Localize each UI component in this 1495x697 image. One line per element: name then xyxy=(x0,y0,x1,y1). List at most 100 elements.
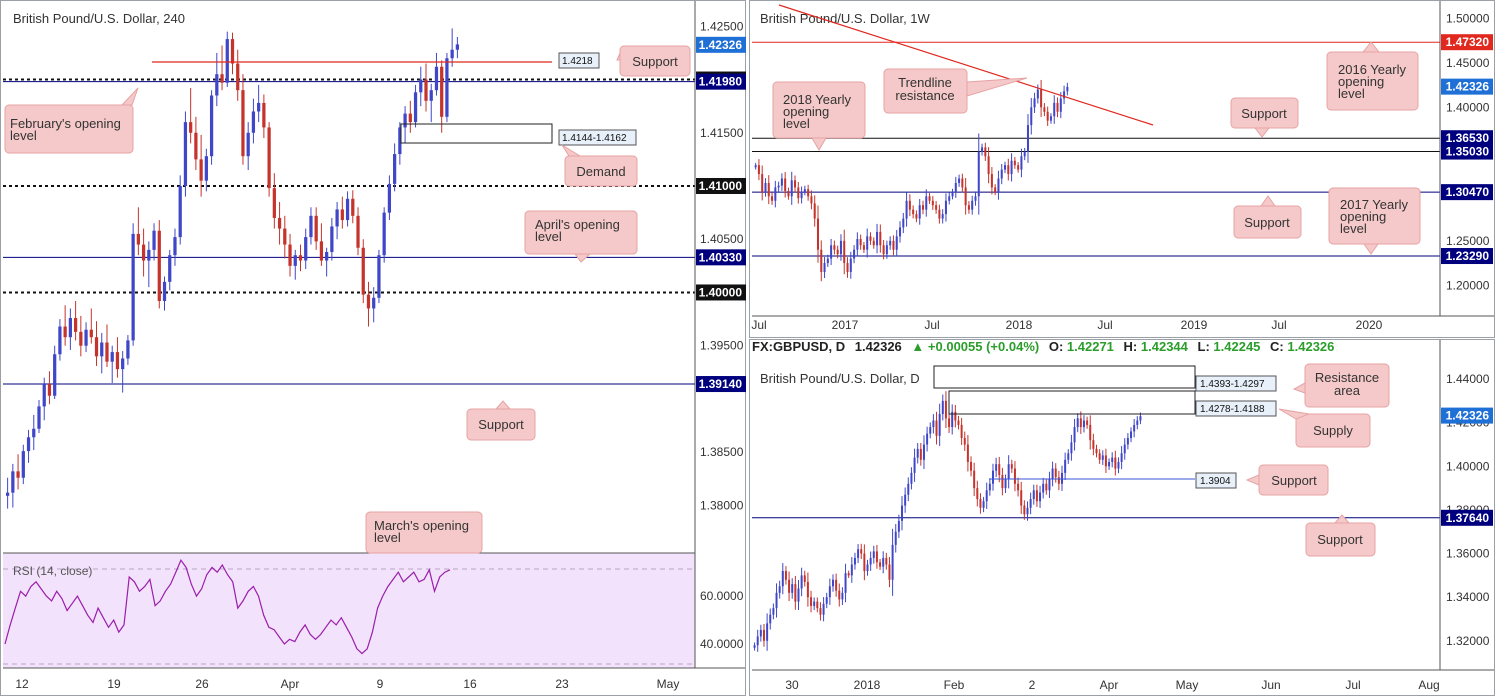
rsi-line xyxy=(4,558,451,655)
callout-supply-text: Supply xyxy=(1313,423,1353,438)
candle-body xyxy=(764,182,767,192)
callout-2017-text-3: level xyxy=(1340,221,1367,236)
candle-body xyxy=(784,571,787,580)
candle-body xyxy=(1123,444,1126,454)
candle-body xyxy=(1139,416,1142,421)
callout-support-mid-text: Support xyxy=(1271,473,1317,488)
candle-body xyxy=(73,318,78,332)
price-tag xyxy=(1441,130,1493,147)
candle-body xyxy=(262,102,266,128)
candle-body xyxy=(769,614,772,624)
callout-2017-text-2: opening xyxy=(1340,209,1386,224)
callout-2016-text: 2016 Yearly xyxy=(1338,62,1406,77)
price-axis-tick: 60.0000 xyxy=(700,589,744,603)
price-tag-label: 1.47320 xyxy=(1446,35,1490,49)
candle-body xyxy=(810,597,813,606)
candle-body xyxy=(941,400,944,414)
candle-body xyxy=(424,79,428,101)
price-tag xyxy=(1441,184,1493,201)
daily-plot-area[interactable] xyxy=(752,391,1440,652)
candle-body xyxy=(1036,89,1039,99)
candle-body xyxy=(910,472,913,484)
daily-l-label: L: xyxy=(1198,339,1210,354)
candle-body xyxy=(813,203,816,219)
candle-body xyxy=(1051,468,1054,480)
time-axis-tick: 2018 xyxy=(1006,318,1033,332)
candle-body xyxy=(1126,437,1129,445)
candle-body xyxy=(757,165,760,175)
weekly-plot-area[interactable] xyxy=(752,41,1440,282)
candle-body xyxy=(793,180,797,188)
candle-body xyxy=(902,218,905,228)
candle-body xyxy=(828,586,831,598)
candle-body xyxy=(960,424,963,438)
daily-low: 1.42245 xyxy=(1213,339,1260,354)
time-axis-tick: Jul xyxy=(751,318,766,332)
candle-body xyxy=(434,66,439,91)
price-tag-label: 1.40330 xyxy=(699,250,743,264)
candle-body xyxy=(1061,472,1064,484)
candle-body xyxy=(988,483,991,491)
daily-close: 1.42326 xyxy=(1287,339,1334,354)
candle-body xyxy=(1039,492,1042,502)
candle-body xyxy=(797,588,800,602)
candle-body xyxy=(822,603,825,615)
resistance-area-zone xyxy=(933,365,1196,389)
candle-body xyxy=(820,249,823,272)
candle-body xyxy=(1023,151,1026,157)
svg-text:FX:GBPUSD, D 1.42326: FX:GBPUSD, D 1.42326 ▲ +0.00055 (+0.04%)… xyxy=(752,339,1334,354)
candle-body xyxy=(813,601,816,606)
candle-body xyxy=(225,39,229,83)
daily-c-label: C: xyxy=(1270,339,1284,354)
h4-price-axis[interactable]: 1.42500 1.41500 1.40500 1.39500 1.38500 1.380… xyxy=(700,19,744,512)
candle-body xyxy=(889,240,892,246)
price-tag xyxy=(696,36,746,53)
callout-april-text: April's opening xyxy=(535,217,620,232)
h4-price-tags: 1.423261.420001.419801.410001.403301.400… xyxy=(696,36,746,393)
candle-body xyxy=(1095,448,1098,454)
daily-time-axis[interactable]: 30 2018 Feb 2 Apr May Jun Jul Aug xyxy=(785,678,1439,692)
candle-body xyxy=(68,318,72,338)
candle-body xyxy=(372,297,376,309)
callout-support-low-text: Support xyxy=(1317,532,1363,547)
candle-body xyxy=(995,464,998,471)
candle-body xyxy=(168,255,172,282)
candle-body xyxy=(204,156,208,181)
weekly-time-axis[interactable]: Jul 2017 Jul 2018 Jul 2019 Jul 2020 xyxy=(751,318,1382,332)
supply-label: 1.4278-1.4188 xyxy=(1200,404,1265,415)
candle-body xyxy=(849,258,852,272)
candle-body xyxy=(1136,420,1139,425)
candle-body xyxy=(816,601,819,609)
daily-change: ▲ +0.00055 (+0.04%) xyxy=(911,339,1039,354)
candle-body xyxy=(246,132,250,157)
weekly-price-axis[interactable]: 1.50000 1.45000 1.40000 1.25000 1.20000 xyxy=(1446,11,1490,292)
weekly-chart-title: British Pound/U.S. Dollar, 1W xyxy=(760,11,931,26)
h4-time-axis[interactable]: 12 19 26 Apr 9 16 23 May xyxy=(15,677,679,691)
daily-high: 1.42344 xyxy=(1141,339,1189,354)
callout-support-2-text: Support xyxy=(1244,215,1290,230)
candle-body xyxy=(830,245,833,259)
candle-body xyxy=(1070,442,1073,454)
candle-body xyxy=(944,200,947,215)
callout-2016-text-3: level xyxy=(1338,86,1365,101)
candle-body xyxy=(766,623,769,641)
candle-body xyxy=(1133,424,1136,432)
candle-body xyxy=(241,90,245,157)
candle-body xyxy=(777,185,780,188)
candle-body xyxy=(991,470,994,484)
candle-body xyxy=(866,236,869,250)
candle-body xyxy=(89,329,93,338)
candle-body xyxy=(833,245,836,250)
candle-body xyxy=(455,44,460,50)
candle-body xyxy=(971,200,974,210)
price-axis-tick: 1.41500 xyxy=(700,126,744,140)
candle-body xyxy=(429,90,433,101)
support-price-box xyxy=(558,52,600,69)
time-axis-tick: Feb xyxy=(944,678,965,692)
candle-body xyxy=(1033,98,1036,108)
candle-body xyxy=(1046,111,1049,121)
candle-body xyxy=(1040,89,1043,108)
candle-body xyxy=(825,597,828,604)
candle-body xyxy=(866,564,869,572)
candle-body xyxy=(1030,107,1033,126)
